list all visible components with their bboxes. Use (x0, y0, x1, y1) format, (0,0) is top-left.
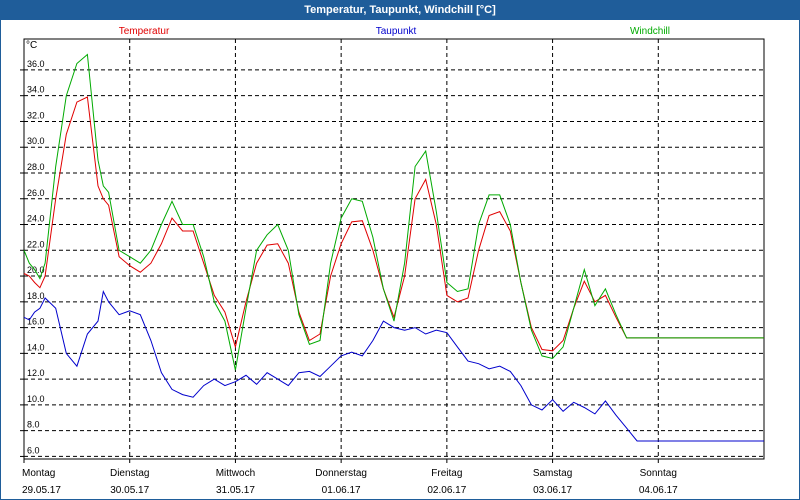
y-tick-label: 26.0 (27, 188, 45, 198)
y-tick-label: 18.0 (27, 291, 45, 301)
legend-windchill: Windchill (630, 26, 670, 37)
y-tick-label: 24.0 (27, 214, 45, 224)
y-tick-label: 22.0 (27, 239, 45, 249)
x-tick-date: 01.06.17 (322, 485, 361, 496)
y-tick-label: 28.0 (27, 162, 45, 172)
window-title: Temperatur, Taupunkt, Windchill [°C] (1, 1, 799, 20)
y-tick-label: 36.0 (27, 59, 45, 69)
x-tick-day: Donnerstag (315, 468, 367, 479)
grid-lines (20, 39, 764, 463)
x-tick-date: 04.06.17 (639, 485, 678, 496)
series-line-taupunkt (23, 289, 764, 442)
legend: Temperatur Taupunkt Windchill (119, 26, 670, 37)
series-line-windchill (23, 53, 764, 371)
y-tick-label: 12.0 (27, 368, 45, 378)
y-axis-label: °C (26, 40, 37, 51)
x-tick-date: 02.06.17 (427, 485, 466, 496)
x-tick-day: Samstag (533, 468, 572, 479)
x-tick-day: Mittwoch (216, 468, 255, 479)
x-tick-day: Sonntag (640, 468, 677, 479)
legend-taupunkt: Taupunkt (376, 26, 417, 37)
y-tick-label: 32.0 (27, 110, 45, 120)
y-tick-labels: 6.0 8.0 10.0 12.0 14.0 16.0 18.0 20.0 22.0 24.0 26… (27, 59, 45, 456)
series-lines (23, 53, 764, 442)
y-tick-label: 8.0 (27, 420, 40, 430)
y-tick-label: 30.0 (27, 136, 45, 146)
x-tick-date: 30.05.17 (110, 485, 149, 496)
x-tick-day: Montag (22, 468, 55, 479)
x-tick-day: Freitag (431, 468, 462, 479)
y-tick-label: 20.0 (27, 265, 45, 275)
x-tick-date: 03.06.17 (533, 485, 572, 496)
x-tick-date: 29.05.17 (22, 485, 61, 496)
y-tick-label: 6.0 (27, 445, 40, 455)
x-tick-labels: Montag 29.05.17 Dienstag 30.05.17 Mittwoch 31… (22, 468, 678, 496)
y-tick-label: 10.0 (27, 394, 45, 404)
plot-area-border (23, 38, 765, 460)
x-tick-date: 31.05.17 (216, 485, 255, 496)
legend-temperatur: Temperatur (119, 26, 170, 37)
y-tick-label: 16.0 (27, 317, 45, 327)
y-tick-label: 14.0 (27, 342, 45, 352)
x-tick-day: Dienstag (110, 468, 149, 479)
y-tick-label: 34.0 (27, 85, 45, 95)
